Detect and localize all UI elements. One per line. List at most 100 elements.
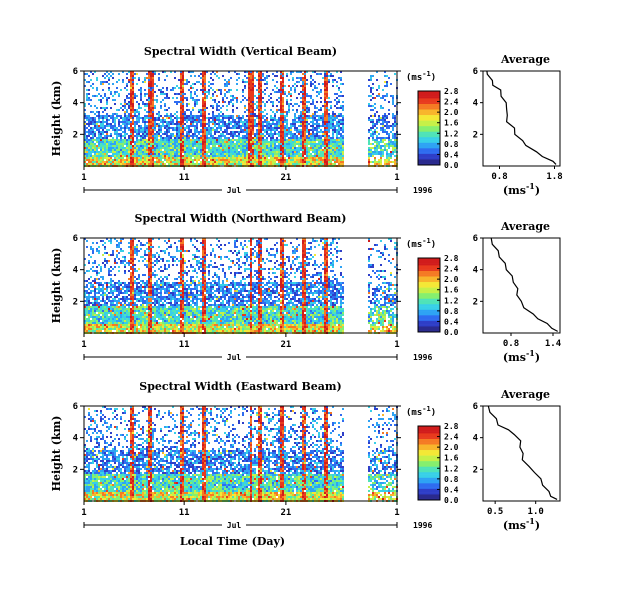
y-tick-label: 2 — [73, 130, 78, 140]
colorbar-tick-label: 2.8 — [444, 254, 459, 263]
panel-2: Spectral Width (Northward Beam) 6 4 2 Height… — [50, 212, 562, 364]
profile-title: Average — [500, 388, 550, 401]
profile-x-tick-label: 0.5 — [487, 507, 503, 517]
x-tick-label: 11 — [179, 508, 190, 518]
profile-x-tick-label: 1.0 — [528, 507, 544, 517]
colorbar-tick-label: 2.0 — [444, 108, 459, 117]
profile-y-tick-label: 4 — [473, 434, 479, 444]
heatmap-cells — [84, 406, 398, 502]
profile-x-label: (ms-1) — [503, 181, 540, 197]
colorbar-tick-label: 0.4 — [444, 485, 459, 494]
colorbar-tick-label: 0.0 — [444, 328, 459, 337]
profile-frame — [482, 237, 561, 334]
colorbar-tick-label: 2.8 — [444, 87, 459, 96]
x-tick-label: 11 — [179, 340, 190, 350]
heatmap-cells — [84, 238, 398, 334]
y-tick-label: 4 — [73, 266, 79, 276]
heatmap-frame — [83, 70, 398, 167]
profile-frame — [482, 70, 561, 167]
y-tick-label: 6 — [73, 234, 78, 244]
month-label: Jul — [227, 186, 242, 195]
profile-title: Average — [500, 220, 550, 233]
profile-x-tick-label: 0.8 — [503, 339, 519, 349]
colorbar-tick-label: 1.2 — [444, 296, 459, 305]
x-tick-label: 21 — [280, 173, 291, 183]
profile-y-tick-label: 6 — [473, 67, 478, 77]
colorbar-tick-label: 0.4 — [444, 150, 459, 159]
heatmap-cells — [84, 71, 398, 167]
colorbar-tick-label: 2.4 — [444, 433, 459, 442]
year-label: 1996 — [413, 353, 432, 362]
profile-x-tick-label: 1.8 — [546, 172, 562, 182]
month-label: Jul — [227, 353, 242, 362]
colorbar-tick-label: 2.8 — [444, 422, 459, 431]
x-tick-label: 1 — [394, 508, 399, 518]
panel-title: Spectral Width (Eastward Beam) — [139, 380, 341, 393]
x-tick-label: 11 — [179, 173, 190, 183]
panel-title: Spectral Width (Vertical Beam) — [144, 45, 337, 58]
colorbar — [417, 425, 441, 501]
heatmap-frame — [83, 237, 398, 334]
year-label: 1996 — [413, 186, 432, 195]
colorbar-unit: (ms-1) — [406, 237, 436, 250]
colorbar-tick-label: 1.2 — [444, 464, 459, 473]
colorbar-tick-label: 1.2 — [444, 129, 459, 138]
profile-title: Average — [500, 53, 550, 66]
heatmap-frame — [83, 405, 398, 502]
profile-y-tick-label: 4 — [473, 266, 479, 276]
profile-y-tick-label: 6 — [473, 402, 478, 412]
colorbar-tick-label: 1.6 — [444, 286, 459, 295]
profile-x-label: (ms-1) — [503, 516, 540, 532]
y-axis-label: Height (km) — [50, 81, 63, 157]
colorbar-tick-label: 0.8 — [444, 140, 459, 149]
profile-x-label: (ms-1) — [503, 348, 540, 364]
profile-frame — [482, 405, 561, 502]
y-axis-label: Height (km) — [50, 248, 63, 324]
profile-y-tick-label: 2 — [473, 130, 478, 140]
profile-line — [486, 70, 557, 165]
colorbar-tick-label: 0.8 — [444, 475, 459, 484]
colorbar-tick-label: 0.4 — [444, 317, 459, 326]
colorbar-tick-label: 0.8 — [444, 307, 459, 316]
colorbar-tick-label: 1.6 — [444, 119, 459, 128]
profile-x-tick-label: 1.4 — [545, 339, 562, 349]
x-tick-label: 1 — [81, 173, 86, 183]
panel-1: Spectral Width (Vertical Beam) 6 4 2 Height … — [50, 45, 563, 197]
colorbar-unit: (ms-1) — [406, 405, 436, 418]
y-axis-label: Height (km) — [50, 416, 63, 492]
colorbar-unit: (ms-1) — [406, 70, 436, 83]
panel-title: Spectral Width (Northward Beam) — [135, 212, 347, 225]
x-tick-label: 1 — [81, 340, 86, 350]
x-tick-label: 1 — [81, 508, 86, 518]
colorbar — [417, 90, 441, 166]
panel-3: Spectral Width (Eastward Beam) 6 4 2 Height … — [50, 380, 561, 548]
colorbar-tick-label: 2.4 — [444, 265, 459, 274]
y-tick-label: 6 — [73, 402, 78, 412]
colorbar-tick-label: 2.4 — [444, 98, 459, 107]
y-tick-label: 2 — [73, 297, 78, 307]
profile-x-tick-label: 0.8 — [491, 172, 507, 182]
colorbar-tick-label: 0.0 — [444, 161, 459, 170]
colorbar-tick-label: 2.0 — [444, 443, 459, 452]
x-tick-label: 21 — [280, 508, 291, 518]
profile-y-tick-label: 6 — [473, 234, 478, 244]
x-tick-label: 1 — [394, 173, 399, 183]
x-axis-label: Local Time (Day) — [180, 535, 285, 548]
colorbar — [417, 257, 441, 333]
profile-y-tick-label: 2 — [473, 465, 478, 475]
x-tick-label: 21 — [280, 340, 291, 350]
y-tick-label: 4 — [73, 99, 79, 109]
profile-line — [487, 405, 558, 500]
profile-y-tick-label: 2 — [473, 297, 478, 307]
y-tick-label: 2 — [73, 465, 78, 475]
y-tick-label: 4 — [73, 434, 79, 444]
month-label: Jul — [227, 521, 242, 530]
x-tick-label: 1 — [394, 340, 399, 350]
colorbar-tick-label: 2.0 — [444, 275, 459, 284]
colorbar-tick-label: 0.0 — [444, 496, 459, 505]
profile-line — [490, 237, 558, 332]
y-tick-label: 6 — [73, 67, 78, 77]
year-label: 1996 — [413, 521, 432, 530]
colorbar-tick-label: 1.6 — [444, 454, 459, 463]
